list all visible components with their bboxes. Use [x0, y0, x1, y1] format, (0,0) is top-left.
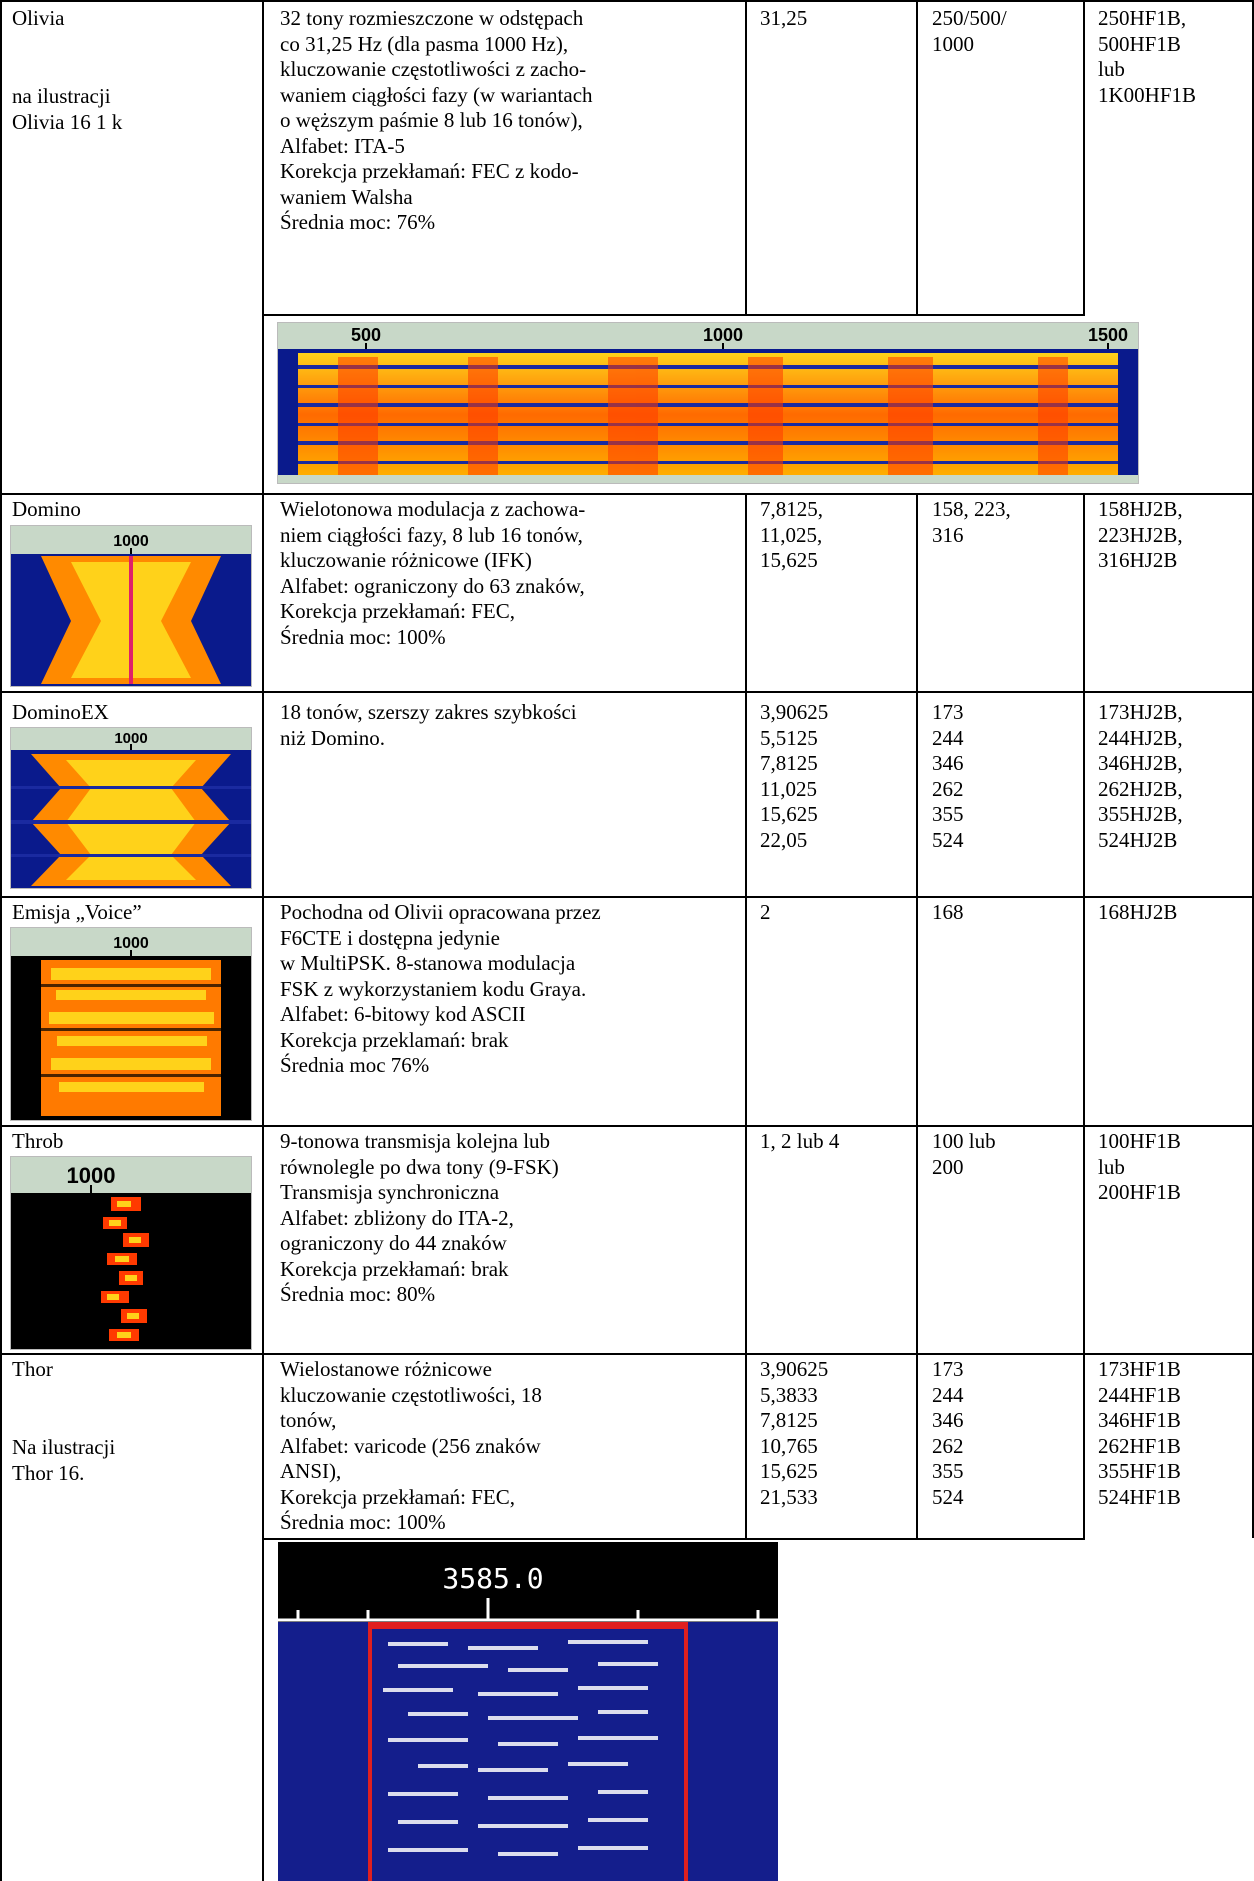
row-divider-5	[0, 1353, 1254, 1355]
scale-label-1000: 1000	[703, 325, 743, 345]
row-divider-3	[0, 896, 1254, 898]
col-divider-1	[262, 0, 264, 1881]
col-divider-3	[916, 0, 918, 314]
row-divider-1	[0, 493, 1254, 495]
table-border-right	[1252, 0, 1254, 1538]
scale-label: 1000	[114, 730, 147, 747]
bandwidth-value: 158, 223, 316	[932, 497, 1011, 547]
scale-label-1500: 1500	[1088, 325, 1128, 345]
speed-value: 1, 2 lub 4	[760, 1129, 840, 1153]
scale-label: 3585.0	[442, 1562, 543, 1595]
bandwidth-value: 168	[932, 900, 964, 924]
mode-note: na ilustracji Olivia 16 1 k	[12, 84, 123, 134]
mode-description: 9-tonowa transmisja kolejna lub równoleg…	[280, 1129, 559, 1306]
scale-label-500: 500	[351, 325, 381, 345]
col-divider-3	[916, 493, 918, 1538]
bandwidth-value: 173 244 346 262 355 524	[932, 700, 964, 852]
speed-value: 7,8125, 11,025, 15,625	[760, 497, 823, 572]
voice-spectrum-image: 1000	[10, 927, 252, 1121]
mode-description: Wielotonowa modulacja z zachowa- niem ci…	[280, 497, 586, 649]
col-divider-2	[745, 493, 747, 1538]
mode-description: Pochodna od Olivii opracowana przez F6CT…	[280, 900, 601, 1077]
emission-designation: 173HF1B 244HF1B 346HF1B 262HF1B 355HF1B …	[1098, 1357, 1181, 1509]
bandwidth-value: 173 244 346 262 355 524	[932, 1357, 964, 1509]
row-divider-2	[0, 691, 1254, 693]
speed-value: 3,90625 5,5125 7,8125 11,025 15,625 22,0…	[760, 700, 829, 852]
speed-value: 31,25	[760, 6, 808, 30]
speed-value: 3,90625 5,3833 7,8125 10,765 15,625 21,5…	[760, 1357, 829, 1509]
mode-name: Thor	[12, 1357, 53, 1381]
mode-description: 18 tonów, szerszy zakres szybkości niż D…	[280, 700, 577, 750]
col-divider-4	[1083, 493, 1085, 1538]
emission-designation: 250HF1B, 500HF1B lub 1K00HF1B	[1098, 6, 1197, 107]
bandwidth-value: 250/500/ 1000	[932, 6, 1007, 56]
thor-text-bottom	[262, 1538, 1085, 1540]
table-border-left	[0, 0, 2, 1881]
throb-spectrum-image: 1000	[10, 1156, 252, 1350]
emission-designation: 158HJ2B, 223HJ2B, 316HJ2B	[1098, 497, 1183, 572]
scale-label: 1000	[113, 935, 149, 952]
mode-description: 32 tony rozmieszczone w odstępach co 31,…	[280, 6, 593, 234]
speed-value: 2	[760, 900, 771, 924]
mode-note: Na ilustracji Thor 16.	[12, 1435, 116, 1485]
emission-designation: 100HF1B lub 200HF1B	[1098, 1129, 1181, 1204]
mode-name: Olivia	[12, 6, 65, 30]
emission-designation: 168HJ2B	[1098, 900, 1178, 924]
mode-description: Wielostanowe różnicowe kluczowanie częst…	[280, 1357, 542, 1534]
mode-name: DominoEX	[12, 700, 109, 724]
mode-name: Domino	[12, 497, 81, 521]
col-divider-4	[1083, 0, 1085, 314]
olivia-spectrum-image: 500 1000 1500	[277, 322, 1139, 484]
bandwidth-value: 100 lub 200	[932, 1129, 996, 1179]
olivia-text-bottom	[262, 314, 1085, 316]
mode-name: Emisja „Voice”	[12, 900, 142, 924]
col-divider-2	[745, 0, 747, 314]
scale-label: 1000	[67, 1163, 116, 1188]
domino-spectrum-image: 1000	[10, 525, 252, 687]
thor-spectrum-image: 3585.0	[278, 1542, 778, 1881]
table-border-top	[0, 0, 1254, 2]
mode-name: Throb	[12, 1129, 64, 1153]
dominoex-spectrum-image: 1000	[10, 727, 252, 889]
scale-label: 1000	[113, 533, 149, 550]
row-divider-4	[0, 1125, 1254, 1127]
emission-designation: 173HJ2B, 244HJ2B, 346HJ2B, 262HJ2B, 355H…	[1098, 700, 1183, 852]
